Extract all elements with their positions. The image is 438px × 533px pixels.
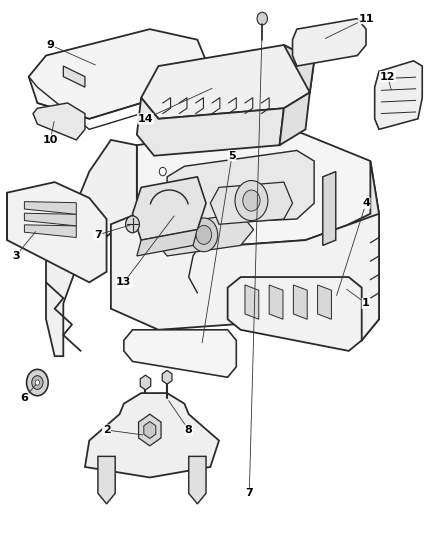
Polygon shape	[124, 330, 236, 377]
Polygon shape	[154, 214, 254, 256]
Polygon shape	[210, 182, 293, 224]
Circle shape	[182, 195, 187, 201]
Polygon shape	[7, 182, 106, 282]
Circle shape	[32, 376, 43, 390]
Text: 1: 1	[362, 298, 370, 309]
Circle shape	[69, 126, 75, 133]
Polygon shape	[25, 213, 76, 226]
Polygon shape	[167, 150, 314, 224]
Polygon shape	[137, 124, 379, 251]
Polygon shape	[133, 177, 206, 240]
Polygon shape	[64, 66, 85, 87]
Text: 12: 12	[380, 71, 396, 82]
Polygon shape	[349, 161, 379, 341]
Circle shape	[159, 167, 166, 176]
Polygon shape	[25, 225, 76, 238]
Polygon shape	[137, 230, 198, 256]
Text: 3: 3	[12, 251, 20, 261]
Circle shape	[307, 41, 313, 49]
Circle shape	[346, 41, 352, 49]
Text: 11: 11	[358, 14, 374, 23]
Polygon shape	[144, 422, 156, 439]
Circle shape	[126, 216, 139, 233]
Circle shape	[235, 181, 268, 221]
Polygon shape	[374, 61, 422, 130]
Text: 14: 14	[138, 114, 153, 124]
Polygon shape	[141, 45, 314, 119]
Circle shape	[190, 218, 218, 252]
Polygon shape	[245, 285, 259, 319]
Polygon shape	[85, 393, 219, 478]
Circle shape	[164, 88, 170, 96]
Polygon shape	[228, 277, 362, 351]
Circle shape	[272, 78, 279, 86]
Circle shape	[196, 225, 212, 244]
Polygon shape	[137, 98, 284, 156]
Text: 8: 8	[185, 425, 193, 435]
Polygon shape	[269, 285, 283, 319]
Circle shape	[324, 41, 330, 49]
Polygon shape	[189, 456, 206, 504]
Text: 4: 4	[362, 198, 370, 208]
Polygon shape	[138, 414, 161, 446]
Polygon shape	[98, 456, 115, 504]
Text: 13: 13	[116, 277, 131, 287]
Text: 7: 7	[94, 230, 102, 240]
Polygon shape	[162, 370, 172, 384]
Circle shape	[257, 12, 268, 25]
Text: 7: 7	[245, 488, 253, 498]
Polygon shape	[29, 29, 206, 119]
Circle shape	[47, 115, 53, 123]
Polygon shape	[46, 140, 137, 356]
Polygon shape	[293, 19, 366, 66]
Polygon shape	[318, 285, 332, 319]
Polygon shape	[279, 45, 314, 145]
Text: 9: 9	[46, 40, 54, 50]
Text: 6: 6	[21, 393, 28, 403]
Circle shape	[243, 190, 260, 211]
Polygon shape	[323, 172, 336, 245]
Circle shape	[27, 369, 48, 395]
Text: 2: 2	[102, 425, 110, 435]
Polygon shape	[25, 201, 76, 214]
Polygon shape	[33, 103, 85, 140]
Circle shape	[35, 380, 39, 385]
Text: 5: 5	[228, 151, 236, 161]
Polygon shape	[140, 375, 151, 390]
Polygon shape	[293, 285, 307, 319]
Polygon shape	[111, 214, 379, 341]
Text: 10: 10	[42, 135, 58, 145]
